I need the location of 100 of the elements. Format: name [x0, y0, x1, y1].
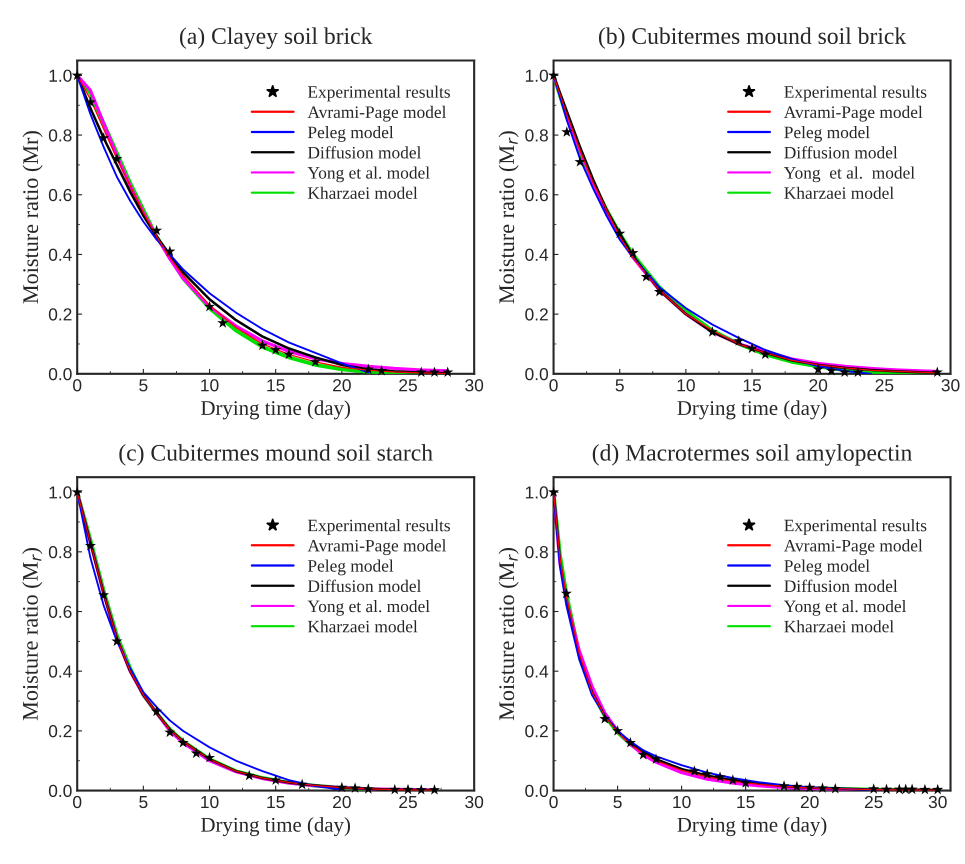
point	[714, 771, 726, 782]
point	[548, 486, 560, 497]
legend-label: Kharzaei model	[784, 186, 894, 199]
point	[204, 300, 216, 312]
x-axis-title: Drying time (day)	[201, 400, 350, 420]
point	[932, 784, 944, 794]
y-tick-label: 0.8	[48, 546, 72, 558]
y-tick-label: 0.0	[48, 784, 72, 798]
point	[98, 589, 110, 600]
point	[111, 153, 122, 164]
x-tick-label: 20	[333, 379, 351, 392]
point	[868, 783, 880, 794]
point	[428, 784, 440, 795]
chart-title: (a) Clayey soil brick	[180, 27, 372, 49]
legend-label: Avrami-Page model	[308, 106, 446, 122]
point	[733, 335, 744, 346]
y-tick-label: 0.8	[48, 129, 72, 142]
legend-label: Yong et al. model	[308, 166, 430, 182]
y-tick-label: 0.8	[525, 129, 548, 142]
point	[402, 784, 414, 794]
point	[599, 713, 610, 724]
y-tick-label: 0.0	[525, 784, 548, 798]
y-tick-label: 1.0	[526, 486, 548, 499]
legend-label: Experimental results	[784, 519, 926, 535]
point	[178, 737, 189, 748]
x-tick-label: 25	[399, 379, 417, 392]
legend-label: Peleg model	[784, 126, 870, 142]
y-tick-label: 0.0	[525, 368, 548, 380]
y-tick-label: 1.0	[50, 70, 72, 82]
y-tick-label: 0.8	[525, 546, 548, 558]
point	[270, 774, 282, 785]
point	[560, 588, 572, 598]
legend-label: Kharzaei model	[308, 186, 418, 199]
y-tick-label: 1.0	[50, 486, 72, 499]
x-tick-label: 0	[73, 796, 82, 808]
point	[376, 365, 388, 376]
legend-label: Avrami-Page model	[784, 539, 922, 556]
point	[746, 342, 758, 354]
x-tick-label: 5	[613, 796, 622, 808]
legend-label: Peleg model	[308, 126, 394, 142]
x-axis-title: Drying time (day)	[677, 400, 826, 420]
y-tick-label: 0.6	[525, 188, 548, 202]
point	[244, 770, 255, 780]
point	[336, 782, 348, 792]
point	[932, 366, 943, 378]
point	[389, 784, 400, 794]
x-tick-label: 5	[139, 796, 148, 808]
point	[727, 774, 738, 785]
x-tick-label: 10	[201, 379, 218, 392]
point	[638, 748, 649, 760]
legend-label: Experimental results	[784, 86, 926, 102]
point	[548, 70, 560, 80]
point	[111, 636, 122, 646]
point	[812, 364, 824, 374]
x-tick-label: 30	[465, 379, 484, 392]
point	[428, 366, 440, 378]
y-tick-label: 0.4	[48, 248, 72, 261]
x-tick-label: 15	[744, 379, 761, 392]
point	[561, 126, 572, 137]
point	[350, 782, 361, 793]
x-tick-label: 30	[928, 796, 947, 808]
point	[816, 782, 828, 793]
legend-label: Experimental results	[308, 86, 450, 102]
legend-label: Yong et al. model	[784, 166, 915, 182]
point	[151, 224, 162, 236]
point	[72, 70, 83, 80]
point	[839, 366, 850, 378]
point	[688, 765, 700, 776]
point	[614, 228, 626, 238]
point	[217, 317, 228, 328]
legend-label: Diffusion model	[784, 580, 898, 592]
point	[880, 784, 892, 794]
point	[612, 725, 624, 736]
x-tick-label: 0	[549, 379, 558, 392]
point	[442, 366, 454, 378]
point	[416, 366, 427, 378]
legend-label: Peleg model	[784, 560, 870, 576]
point	[804, 782, 816, 792]
point	[310, 356, 321, 367]
point	[283, 348, 294, 360]
legend-label: Yong et al. model	[784, 600, 906, 616]
x-tick-label: 10	[673, 796, 691, 808]
point	[164, 726, 176, 738]
x-tick-label: 20	[809, 379, 828, 392]
y-tick-label: 0.6	[48, 606, 72, 618]
point	[706, 326, 718, 337]
point	[919, 784, 930, 794]
point	[416, 784, 427, 795]
point	[624, 737, 636, 748]
x-tick-label: 25	[399, 796, 417, 808]
x-tick-label: 25	[864, 796, 883, 808]
point	[190, 747, 202, 758]
point	[164, 246, 176, 256]
point	[791, 780, 802, 792]
y-axis-title: Moisture ratio (M$_{r}$)	[22, 548, 42, 720]
point	[702, 768, 713, 779]
point	[906, 784, 918, 794]
legend-label: Avrami-Page model	[784, 106, 922, 122]
x-tick-label: 0	[73, 379, 82, 392]
point	[72, 486, 83, 497]
